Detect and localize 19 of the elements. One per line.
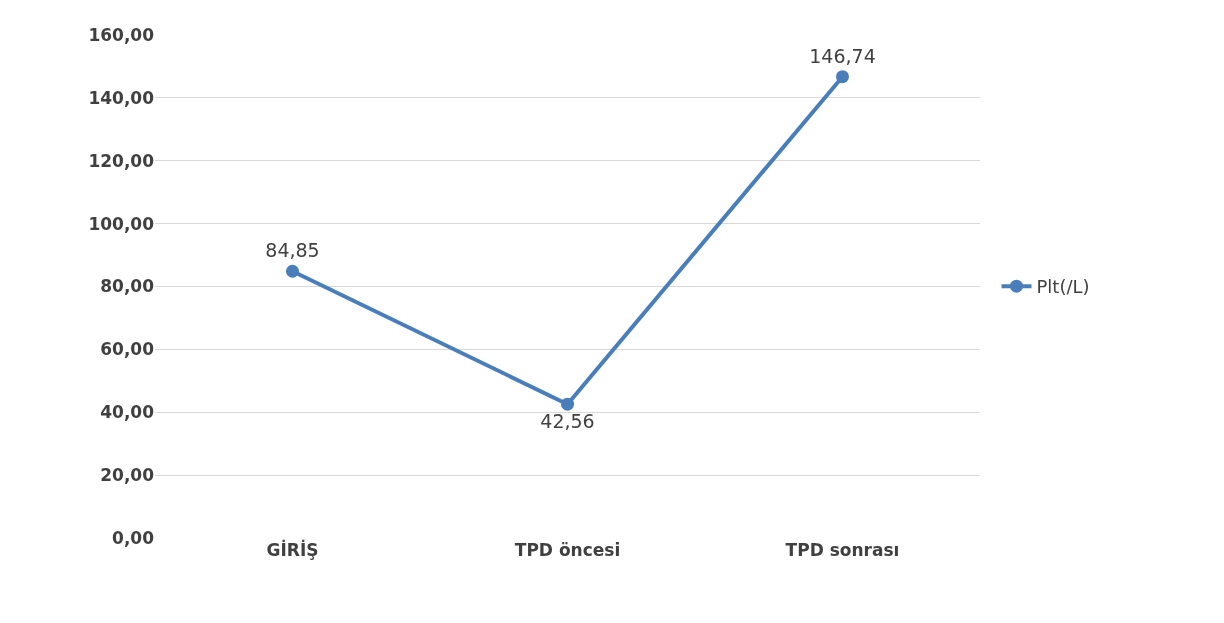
x-tick-label: TPD öncesi xyxy=(514,540,621,560)
y-tick-label: 80,00 xyxy=(100,276,155,297)
point xyxy=(286,264,299,278)
x-tick-label: GİRİŞ xyxy=(266,539,319,560)
data-label: 42,56 xyxy=(540,409,595,432)
data-label: 146,74 xyxy=(809,44,876,67)
y-tick-label: 0,00 xyxy=(112,527,155,548)
y-tick-label: 100,00 xyxy=(88,213,155,234)
legend-label: Plt(/L) xyxy=(1036,276,1090,298)
y-tick-label: 140,00 xyxy=(88,87,155,108)
y-tick-label: 20,00 xyxy=(100,465,155,486)
x-tick-label: TPD sonrası xyxy=(785,540,900,560)
y-tick-label: 160,00 xyxy=(88,24,155,45)
point xyxy=(561,397,574,411)
y-tick-label: 40,00 xyxy=(100,402,155,423)
data-label: 84,85 xyxy=(265,239,320,262)
y-tick-label: 60,00 xyxy=(100,339,155,360)
y-tick-label: 120,00 xyxy=(88,150,155,171)
point xyxy=(836,70,849,84)
